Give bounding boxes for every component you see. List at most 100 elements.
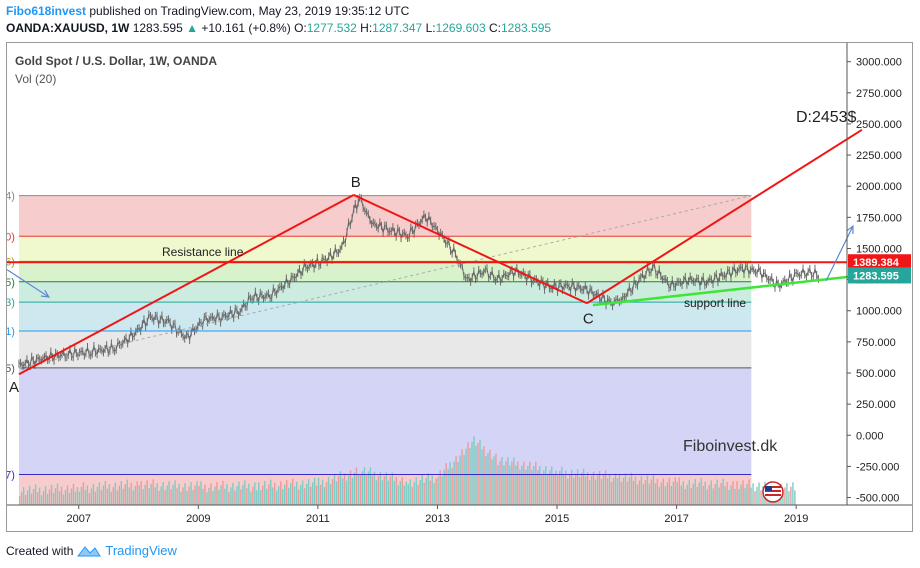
volume-bar [389,476,392,505]
volume-bar [323,487,326,505]
volume-bar [154,487,156,505]
fib-zone [18,302,752,332]
low-value: 1269.603 [435,21,486,35]
volume-bar [341,478,344,505]
volume-bar [748,479,750,505]
volume-bar [479,439,481,505]
volume-bar [371,475,374,505]
volume-bar [88,493,91,505]
volume-bar [307,479,310,505]
volume-bar [40,495,43,505]
volume-bar [676,482,679,505]
volume-bar [343,473,346,505]
chart-frame[interactable]: 0(1924.704)0.236(1598.080)0.382(1396.016… [0,42,913,532]
volume-bar [297,489,300,505]
volume-bar [425,477,427,505]
volume-bar [489,449,491,505]
volume-bar [567,478,569,505]
volume-bar [112,487,115,505]
volume-bar [58,491,61,505]
volume-bar [295,481,298,505]
volume-bar [469,448,471,505]
volume-bar [431,475,433,505]
volume-bar [529,461,531,505]
volume-bar [254,482,256,505]
pattern-point-label: D:2453$ [796,109,857,126]
volume-bar [280,481,282,505]
symbol-info: OANDA:XAUUSD, 1W 1283.595 ▲ +10.161 (+0.… [6,21,551,35]
volume-bar [32,488,35,505]
volume-bar [626,481,629,505]
volume-bar [672,481,675,505]
fib-level-label: 0.5(1232.705) [7,277,15,289]
support-line-label: support line [684,296,746,310]
volume-bar [415,477,417,505]
volume-bar [286,480,288,505]
volume-bar [192,490,194,505]
volume-bar [351,477,354,505]
volume-bar [730,485,732,505]
tradingview-brand-link[interactable]: TradingView [105,543,177,558]
volume-bar [614,473,617,505]
volume-bar [740,484,742,505]
volume-bar [782,491,784,505]
volume-bar [299,485,302,505]
volume-bar [598,471,601,505]
volume-bar [624,473,627,505]
volume-bar [555,470,557,505]
volume-bar [152,479,154,505]
volume-bar [503,465,505,505]
volume-bar [248,483,250,505]
volume-bar [656,478,659,505]
volume-bar [738,489,740,505]
high-value: 1287.347 [372,21,423,35]
volume-bar [216,482,218,505]
fib-trend-dashed-line [18,195,752,369]
volume-bar [750,487,752,505]
volume-bar [401,477,403,505]
author-link[interactable]: Fibo618invest [6,4,87,18]
volume-bar [190,482,192,505]
volume-bar [515,465,517,505]
volume-bar [620,481,623,505]
volume-bar [545,466,547,505]
volume-bar [467,442,469,505]
volume-bar [293,486,296,505]
symbol-label: OANDA:XAUUSD, 1W [6,21,130,35]
volume-bar [62,494,65,505]
volume-bar [523,461,525,505]
volume-bar [224,488,226,505]
fib-level-label: 0.236(1598.080) [7,231,15,243]
volume-bar [792,482,794,505]
y-tick-label: 3000.000 [856,57,902,69]
x-tick-label: 2019 [784,513,808,525]
volume-bar [519,469,521,505]
volume-bar [509,465,511,505]
x-tick-label: 2013 [425,513,449,525]
volume-bar [274,482,276,505]
volume-bar [238,481,240,505]
volume-bar [383,476,386,505]
current-price-tag: 1283.595 [853,270,899,282]
volume-bar [465,448,467,505]
published-text: published on TradingView.com, May 23, 20… [89,4,410,18]
volume-bar [413,482,415,505]
volume-bar [94,491,97,505]
support-line [592,272,881,307]
volume-bar [48,489,51,505]
volume-bar [212,491,214,505]
volume-bar [563,474,565,505]
volume-bar [80,486,83,505]
volume-bar [666,482,669,505]
volume-bar [630,472,633,505]
volume-bar [240,489,242,505]
volume-bar [451,468,453,505]
volume-bar [403,485,405,505]
volume-bar [423,482,425,505]
volume-bar [634,476,637,505]
volume-bar [638,480,641,505]
price-chart[interactable]: 0(1924.704)0.236(1598.080)0.382(1396.016… [0,43,912,531]
volume-bar [124,484,126,505]
volume-bar [471,441,473,505]
volume-bar [375,480,378,505]
